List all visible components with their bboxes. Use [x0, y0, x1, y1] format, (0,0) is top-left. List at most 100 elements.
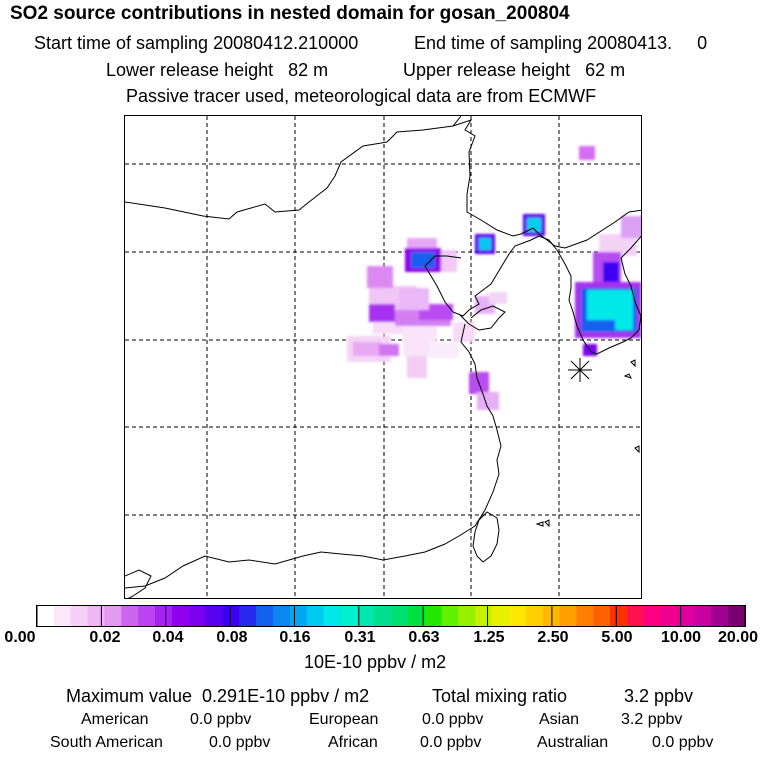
- colorbar-segment: [660, 606, 679, 626]
- concentration-patch: [367, 266, 393, 288]
- colorbar-segment: [711, 606, 729, 626]
- concentration-patch: [621, 216, 641, 238]
- region-value-australian: 0.0 ppbv: [652, 734, 714, 751]
- colorbar-segment: [340, 606, 358, 626]
- concentration-patch: [489, 292, 507, 304]
- colorbar: [36, 605, 746, 627]
- colorbar-segment: [542, 606, 561, 626]
- concentration-patch: [353, 342, 381, 356]
- region-value-american: 0.0 ppbv: [190, 711, 252, 728]
- colorbar-segment: [306, 606, 325, 626]
- concentration-patch: [527, 218, 541, 232]
- concentration-patch: [407, 356, 427, 378]
- concentration-patch: [477, 392, 499, 410]
- colorbar-segment: [357, 606, 375, 626]
- map-panel: [124, 115, 642, 599]
- colorbar-segment: [728, 606, 746, 626]
- colorbar-segment: [104, 606, 122, 626]
- lower-release-height: Lower release height 82 m: [106, 60, 329, 80]
- korea-coast: [556, 235, 641, 355]
- region-label-african: African: [328, 734, 378, 751]
- colorbar-segment: [239, 606, 257, 626]
- colorbar-tick-label: 1.25: [473, 629, 505, 646]
- region-label-american: American: [81, 711, 149, 728]
- colorbar-tick-label: 0.04: [152, 629, 184, 646]
- concentration-patch: [603, 262, 619, 282]
- concentration-field: [347, 146, 641, 410]
- colorbar-units: 10E-10 ppbv / m2: [304, 652, 447, 672]
- colorbar-segment: [576, 606, 594, 626]
- colorbar-tick-label: 0.08: [216, 629, 248, 646]
- colorbar-segment: [222, 606, 240, 626]
- region-value-european: 0.0 ppbv: [422, 711, 484, 728]
- concentration-patch: [453, 322, 475, 342]
- colorbar-tick-label: 10.00: [660, 629, 702, 646]
- colorbar-segment: [694, 606, 712, 626]
- colorbar-segment: [559, 606, 577, 626]
- colorbar-segment: [256, 606, 274, 626]
- colorbar-tick-label: 0.31: [344, 629, 376, 646]
- colorbar-segment: [188, 606, 207, 626]
- colorbar-segment: [70, 606, 89, 626]
- map-svg: [125, 116, 641, 598]
- china-east-coast: [125, 323, 502, 589]
- concentration-patch: [587, 290, 633, 320]
- upper-release-height: Upper release height 62 m: [403, 60, 626, 80]
- colorbar-tick-label: 5.00: [601, 629, 633, 646]
- colorbar-tick-label: 0.16: [279, 629, 311, 646]
- concentration-patch: [579, 146, 595, 160]
- hainan-outline: [125, 569, 152, 598]
- region-value-asian: 3.2 ppbv: [621, 711, 683, 728]
- concentration-patch: [615, 316, 633, 330]
- taiwan-outline: [472, 511, 500, 563]
- colorbar-segment: [273, 606, 291, 626]
- coastlines: [125, 116, 641, 598]
- colorbar-tick-label: 2.50: [537, 629, 569, 646]
- colorbar-segment: [441, 606, 459, 626]
- colorbar-segment: [509, 606, 527, 626]
- concentration-patch: [399, 288, 429, 310]
- colorbar-segment: [87, 606, 105, 626]
- concentration-patch: [599, 234, 637, 256]
- bohai-coast: [424, 235, 558, 317]
- shandong-coast: [458, 305, 506, 331]
- colorbar-segment: [138, 606, 156, 626]
- lat-lon-grid: [125, 116, 641, 598]
- tracer-note: Passive tracer used, meteorological data…: [126, 86, 597, 106]
- colorbar-segment: [205, 606, 223, 626]
- concentration-patch: [379, 344, 399, 356]
- colorbar-segment: [643, 606, 662, 626]
- colorbar-segment: [677, 606, 695, 626]
- region-label-asian: Asian: [539, 711, 580, 728]
- colorbar-tick-label: 0.02: [89, 629, 121, 646]
- start-time-of-sampling: Start time of sampling 20080412.210000: [34, 33, 359, 53]
- mongolia-border: [125, 116, 462, 220]
- colorbar-tick-label: 20.00: [717, 629, 759, 646]
- concentration-patch: [411, 252, 435, 268]
- colorbar-segment: [171, 606, 190, 626]
- region-label-south-american: South American: [50, 734, 163, 751]
- colorbar-segment: [525, 606, 544, 626]
- colorbar-segment: [391, 606, 409, 626]
- end-time-of-sampling: End time of sampling 20080413. 0: [414, 33, 708, 53]
- colorbar-segment: [610, 606, 628, 626]
- colorbar-segment: [407, 606, 426, 626]
- total-mixing-ratio-value: 3.2 ppbv: [624, 686, 694, 706]
- colorbar-segment: [53, 606, 72, 626]
- colorbar-segment: [121, 606, 139, 626]
- colorbar-segment: [627, 606, 645, 626]
- colorbar-segment: [289, 606, 308, 626]
- colorbar-segment: [374, 606, 392, 626]
- small-islands: [535, 359, 640, 528]
- colorbar-segment: [475, 606, 493, 626]
- colorbar-segment: [593, 606, 611, 626]
- colorbar-segment: [424, 606, 443, 626]
- total-mixing-ratio-label: Total mixing ratio: [432, 686, 568, 706]
- concentration-patch: [369, 304, 395, 322]
- colorbar-tick-label: 0.63: [408, 629, 440, 646]
- northeast-border: [452, 119, 641, 249]
- colorbar-segment: [155, 606, 173, 626]
- colorbar-border: [36, 605, 746, 627]
- colorbar-segment: [37, 606, 55, 626]
- region-value-south-american: 0.0 ppbv: [209, 734, 271, 751]
